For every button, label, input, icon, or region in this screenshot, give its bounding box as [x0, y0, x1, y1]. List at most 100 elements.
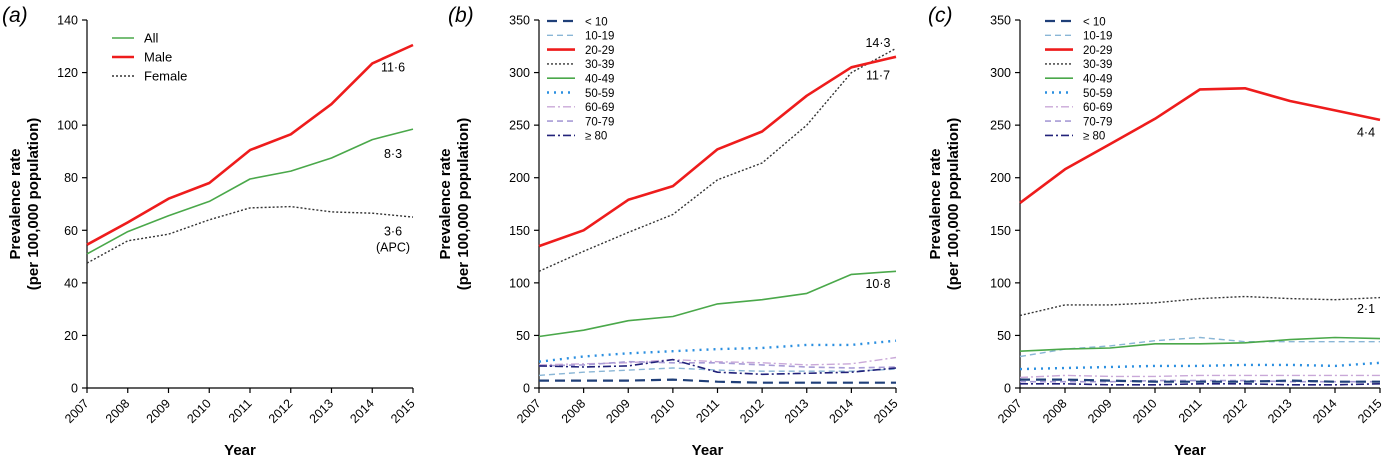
- y-tick-label: 50: [997, 329, 1011, 343]
- series-line-5059: [1019, 361, 1381, 371]
- y-tick-label: 100: [57, 119, 78, 133]
- legend-label: 30-39: [1083, 59, 1112, 71]
- apc-annotation: 11·7: [866, 69, 890, 83]
- y-axis-title-units: (per 100,000 population): [455, 118, 472, 291]
- legend-label: 20-29: [1083, 45, 1112, 57]
- x-tick-label: 2014: [827, 396, 857, 426]
- x-tick-label: 2015: [1355, 396, 1385, 426]
- x-tick-label: 2009: [144, 396, 174, 426]
- y-axis-title-units: (per 100,000 population): [25, 118, 42, 291]
- apc-annotation: 2·1: [1357, 302, 1375, 316]
- legend-label: 40-49: [585, 74, 614, 86]
- x-tick-label: 2014: [1310, 396, 1340, 426]
- apc-annotation: 14·3: [865, 36, 890, 50]
- chart-panel-3: (c) 0 50 100 150 200 250 300 350 2007 2008 2009 2010…: [927, 4, 1385, 459]
- x-tick-label: 2007: [995, 396, 1025, 426]
- x-tick-label: 2012: [1220, 396, 1250, 426]
- x-tick-label: 2013: [307, 396, 337, 426]
- y-axis-title: Prevalence rate: [7, 149, 24, 260]
- apc-annotation: 11·6: [381, 60, 405, 74]
- legend: < 10 10-19 20-29 30-39 40-49 50-59 60-69 70-79 ≥…: [1045, 16, 1112, 143]
- y-tick-label: 80: [64, 171, 78, 185]
- legend: All Male Female: [112, 30, 187, 83]
- legend-label: 60-69: [1083, 102, 1112, 114]
- legend-label: 60-69: [585, 102, 614, 114]
- y-tick-label: 50: [516, 329, 530, 343]
- x-tick-label: 2008: [103, 396, 133, 426]
- y-tick-label: 200: [509, 171, 530, 185]
- legend-label: ≥ 80: [585, 131, 607, 143]
- x-tick-label: 2009: [1085, 396, 1115, 426]
- x-tick-label: 2010: [648, 396, 678, 426]
- y-tick-label: 150: [509, 224, 530, 238]
- y-axis-title: Prevalence rate: [927, 149, 944, 260]
- y-axis-title: Prevalence rate: [437, 149, 454, 260]
- legend-label: 10-19: [585, 31, 614, 43]
- y-tick-label: 0: [523, 382, 530, 396]
- x-tick-label: 2013: [1265, 396, 1295, 426]
- panel-label: (c): [928, 4, 953, 27]
- chart-panel-2: (b) 0 50 100 150 200 250 300 350 2007 2008 2009 2010…: [437, 4, 901, 459]
- y-tick-label: 60: [64, 224, 78, 238]
- legend-label: 50-59: [1083, 88, 1112, 100]
- apc-annotation: 10·8: [865, 277, 890, 291]
- series-line-3039: [538, 47, 897, 272]
- series-line-4049: [538, 270, 897, 338]
- series-line-10: [1020, 378, 1380, 383]
- series-line-80: [538, 358, 897, 376]
- legend-label: 20-29: [585, 45, 614, 57]
- y-tick-label: 350: [990, 14, 1011, 28]
- series-line-4049: [1019, 336, 1381, 352]
- legend-label: 70-79: [1083, 116, 1112, 128]
- x-axis-title: Year: [224, 442, 256, 459]
- series-line-10: [539, 378, 896, 384]
- x-tick-label: 2011: [693, 396, 722, 425]
- panel-label: (a): [2, 4, 28, 27]
- legend-label: Female: [144, 68, 187, 83]
- series-line-all: [86, 128, 414, 255]
- apc-annotation: (APC): [376, 240, 410, 254]
- y-tick-label: 0: [1004, 382, 1011, 396]
- x-tick-label: 2011: [1176, 396, 1205, 425]
- x-tick-label: 2012: [737, 396, 767, 426]
- x-tick-label: 2010: [1130, 396, 1160, 426]
- y-tick-label: 200: [990, 171, 1011, 185]
- y-tick-label: 120: [57, 66, 78, 80]
- apc-annotation: 8·3: [384, 147, 402, 161]
- series-line-male: [86, 43, 414, 246]
- series-line-6069: [538, 356, 897, 366]
- series-line-5059: [538, 339, 897, 363]
- y-tick-label: 0: [71, 382, 78, 396]
- y-tick-label: 300: [990, 66, 1011, 80]
- x-tick-label: 2013: [782, 396, 812, 426]
- legend-label: 70-79: [585, 116, 614, 128]
- series-line-6069: [1019, 374, 1380, 379]
- x-tick-label: 2015: [388, 396, 418, 426]
- series-line-80: [1020, 382, 1381, 386]
- x-tick-label: 2009: [603, 396, 633, 426]
- y-tick-label: 300: [509, 66, 530, 80]
- legend-label: 10-19: [1083, 31, 1112, 43]
- series-line-1019: [1019, 336, 1380, 358]
- y-tick-label: 100: [509, 276, 530, 290]
- y-tick-label: 250: [990, 119, 1011, 133]
- series-line-3039: [1019, 295, 1381, 317]
- y-tick-label: 250: [509, 119, 530, 133]
- x-tick-label: 2008: [559, 396, 589, 426]
- x-tick-label: 2011: [226, 396, 255, 425]
- legend-label: 30-39: [585, 59, 614, 71]
- y-tick-label: 350: [509, 14, 530, 28]
- chart-panel-1: (a) 0 20 40 60 80 100 120 140 2007 2008 2009 2010 201…: [2, 4, 418, 459]
- y-axis-title-units: (per 100,000 population): [945, 118, 962, 291]
- apc-annotation: 3·6: [384, 225, 402, 239]
- x-axis-title: Year: [692, 442, 724, 459]
- x-tick-label: 2010: [184, 396, 214, 426]
- x-tick-label: 2007: [514, 396, 544, 426]
- legend-label: All: [144, 30, 159, 45]
- legend-label: ≥ 80: [1083, 131, 1105, 143]
- y-tick-label: 150: [990, 224, 1011, 238]
- y-tick-label: 100: [990, 276, 1011, 290]
- panel-label: (b): [448, 4, 474, 27]
- legend-label: 50-59: [585, 88, 614, 100]
- y-tick-label: 140: [57, 14, 78, 28]
